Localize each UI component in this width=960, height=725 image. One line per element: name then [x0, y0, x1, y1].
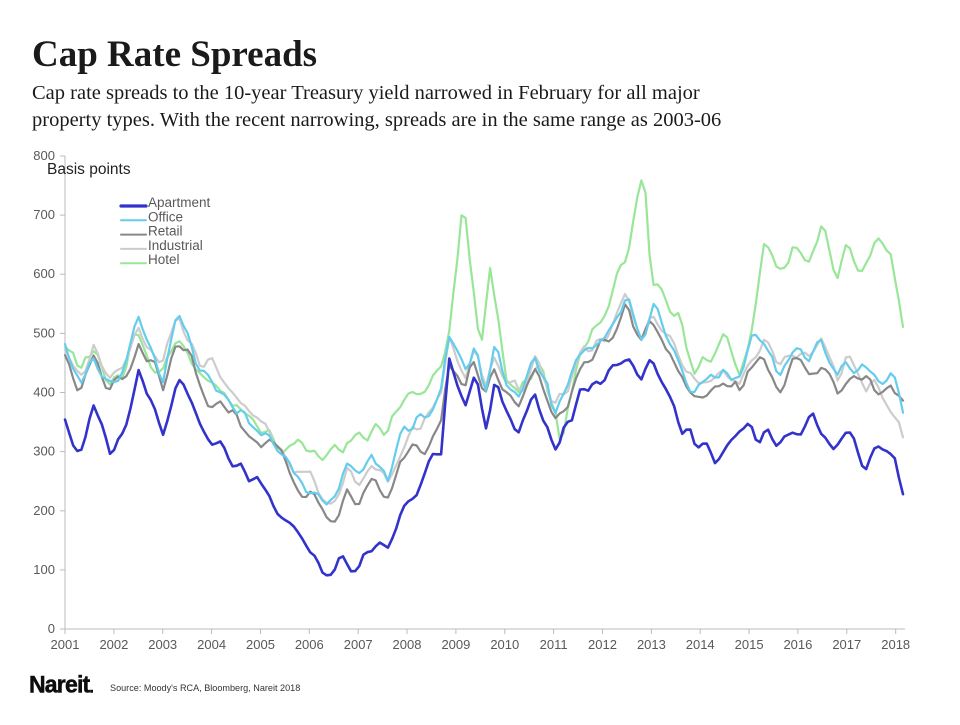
svg-text:100: 100: [33, 562, 55, 577]
svg-text:2006: 2006: [295, 637, 324, 652]
svg-text:2018: 2018: [881, 637, 910, 652]
svg-text:Hotel: Hotel: [148, 252, 180, 267]
svg-text:2012: 2012: [588, 637, 617, 652]
svg-text:2004: 2004: [197, 637, 226, 652]
svg-text:700: 700: [33, 207, 55, 222]
svg-text:2017: 2017: [832, 637, 861, 652]
svg-text:Retail: Retail: [148, 224, 183, 239]
svg-text:2014: 2014: [686, 637, 715, 652]
svg-text:2002: 2002: [99, 637, 128, 652]
svg-text:2005: 2005: [246, 637, 275, 652]
svg-text:500: 500: [33, 325, 55, 340]
svg-text:2011: 2011: [540, 637, 568, 652]
svg-text:2010: 2010: [490, 637, 519, 652]
svg-text:400: 400: [33, 385, 55, 400]
svg-text:2013: 2013: [637, 637, 666, 652]
svg-text:300: 300: [33, 444, 55, 459]
svg-text:2009: 2009: [441, 637, 470, 652]
svg-text:Basis points: Basis points: [47, 161, 131, 178]
svg-text:2015: 2015: [735, 637, 764, 652]
svg-text:Office: Office: [148, 209, 183, 224]
svg-text:Industrial: Industrial: [148, 238, 203, 253]
svg-text:2007: 2007: [344, 637, 373, 652]
svg-text:2008: 2008: [393, 637, 422, 652]
svg-text:600: 600: [33, 266, 55, 281]
svg-text:2003: 2003: [148, 637, 177, 652]
svg-text:0: 0: [48, 621, 55, 636]
svg-text:2016: 2016: [783, 637, 812, 652]
svg-text:200: 200: [33, 503, 55, 518]
svg-text:Apartment: Apartment: [148, 195, 211, 210]
svg-text:2001: 2001: [51, 637, 80, 652]
